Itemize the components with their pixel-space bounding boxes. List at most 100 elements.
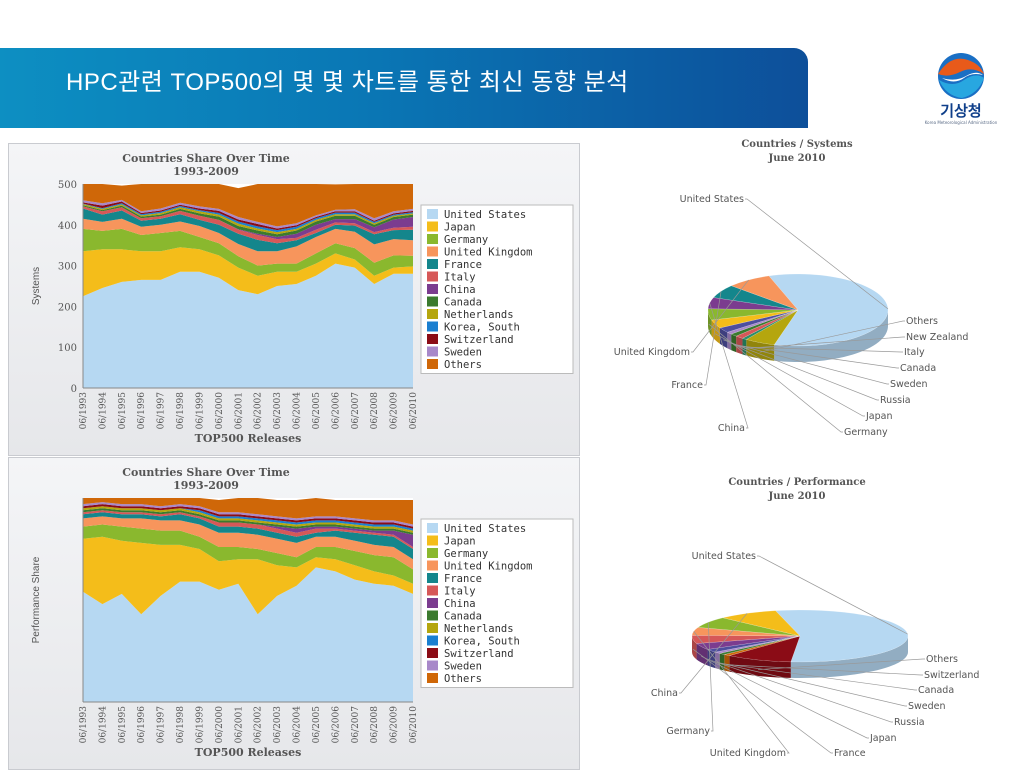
x-tick-label: 06/2003 <box>273 392 283 430</box>
pie-slice-9 <box>707 297 799 311</box>
area-series-9 <box>83 203 413 233</box>
x-tick-label: 06/2007 <box>351 392 361 430</box>
x-tick-label: 06/2000 <box>215 706 225 744</box>
x-tick-label: 06/2004 <box>293 392 303 430</box>
x-tick-label: 06/2010 <box>409 392 419 430</box>
y-tick-label: 500 <box>58 180 77 191</box>
pie-label: China <box>651 688 678 699</box>
pie-label: Russia <box>894 717 925 728</box>
pie-leader-line <box>715 333 865 417</box>
pie-leader-line <box>758 658 925 670</box>
pie-label: Russia <box>880 395 911 406</box>
x-tick-label: 06/1994 <box>98 392 108 430</box>
legend-swatch <box>427 610 438 621</box>
x-tick-label: 06/1997 <box>157 392 167 430</box>
pie-leader-line <box>679 613 748 694</box>
area-series-9 <box>83 506 413 531</box>
performance-area-chart-panel: Countries Share Over Time 1993-2009 06/199… <box>8 457 580 770</box>
pie-leader-line <box>729 342 889 385</box>
area-series-6 <box>83 510 413 547</box>
pie-leader-line <box>739 346 903 353</box>
area-series-10 <box>83 201 413 231</box>
x-tick-label: 06/1997 <box>157 706 167 744</box>
pie-slice-4 <box>730 309 799 337</box>
pie-slice-1 <box>745 309 799 345</box>
area-series-2 <box>83 524 413 584</box>
logo-name: 기상청 <box>940 102 982 120</box>
area-series-7 <box>83 205 413 237</box>
legend-swatch <box>427 573 438 583</box>
x-axis-title: TOP500 Releases <box>195 746 302 759</box>
pie-leader-line <box>733 344 899 369</box>
legend-swatch <box>427 648 438 658</box>
y-tick-label: 100 <box>58 343 77 354</box>
pie-slice-0 <box>774 609 909 663</box>
pie-slice-2 <box>741 309 799 340</box>
pie-label: France <box>671 380 703 391</box>
pie-slice-1 <box>729 635 801 663</box>
y-tick-label: 200 <box>58 302 77 313</box>
pie-leader-line <box>723 339 879 401</box>
pie-title: Countries / Performance <box>728 477 865 488</box>
pie-slice-7 <box>711 309 799 329</box>
pie-label: Sweden <box>890 379 928 390</box>
pie-leader-line <box>717 662 907 707</box>
x-tick-label: 06/1995 <box>118 392 128 430</box>
area-series-6 <box>83 206 413 240</box>
area-series-8 <box>83 204 413 235</box>
chart-title: Countries Share Over Time <box>122 152 289 165</box>
pie-slice-11 <box>730 275 799 311</box>
pie-label: Switzerland <box>924 670 979 681</box>
legend-label: Italy <box>444 586 476 598</box>
pie-leader-line <box>691 279 749 353</box>
x-tick-label: 06/2010 <box>409 706 419 744</box>
x-axis-title: TOP500 Releases <box>195 432 302 445</box>
y-axis-title: Systems <box>31 267 42 305</box>
legend-label: Germany <box>444 548 488 560</box>
title-banner <box>0 48 808 128</box>
legend-swatch <box>427 635 438 646</box>
pie-subtitle: June 2010 <box>768 491 826 502</box>
pie-label: Canada <box>918 685 954 696</box>
pie-subtitle: June 2010 <box>768 153 826 164</box>
legend-swatch <box>427 660 438 671</box>
area-series-4 <box>83 208 413 252</box>
pie-slice-3 <box>719 635 801 655</box>
legend-label: United States <box>444 209 526 221</box>
x-tick-label: 06/1996 <box>137 392 147 430</box>
pie-leader-line <box>759 320 905 353</box>
legend-label: France <box>444 259 482 271</box>
x-tick-label: 06/1999 <box>195 392 205 430</box>
pie-label: United Kingdom <box>710 748 786 759</box>
x-tick-label: 06/2001 <box>234 706 244 743</box>
area-series-8 <box>83 506 413 533</box>
legend-swatch <box>427 673 438 683</box>
area-series-7 <box>83 508 413 535</box>
pie-leader-line <box>744 336 905 349</box>
pie-label: Others <box>926 654 958 665</box>
pie-slice-side-7 <box>692 636 697 660</box>
legend-label: Sweden <box>444 661 482 673</box>
pie-slice-3 <box>735 309 799 339</box>
legend-label: China <box>444 598 476 610</box>
x-tick-label: 06/2007 <box>351 706 361 744</box>
legend-label: Japan <box>444 222 476 234</box>
legend-box <box>420 518 574 688</box>
legend-label: Japan <box>444 536 476 548</box>
legend-swatch <box>427 523 438 533</box>
pie-label: Italy <box>904 347 925 358</box>
x-tick-label: 06/1994 <box>98 706 108 744</box>
legend-swatch <box>427 598 438 608</box>
area-series-0 <box>83 263 413 388</box>
pie-title: Countries / Systems <box>741 139 853 150</box>
legend-label: Netherlands <box>444 309 514 321</box>
legend-label: Netherlands <box>444 623 514 635</box>
legend-label: Switzerland <box>444 334 514 346</box>
kma-logo: 기상청 Korea Meteorological Administration <box>906 50 1016 134</box>
area-series-1 <box>83 536 413 615</box>
logo-subtitle: Korea Meteorological Administration <box>924 120 998 125</box>
area-series-3 <box>83 516 413 570</box>
legend-label: Germany <box>444 234 488 246</box>
legend-label: Korea, South <box>444 636 520 648</box>
